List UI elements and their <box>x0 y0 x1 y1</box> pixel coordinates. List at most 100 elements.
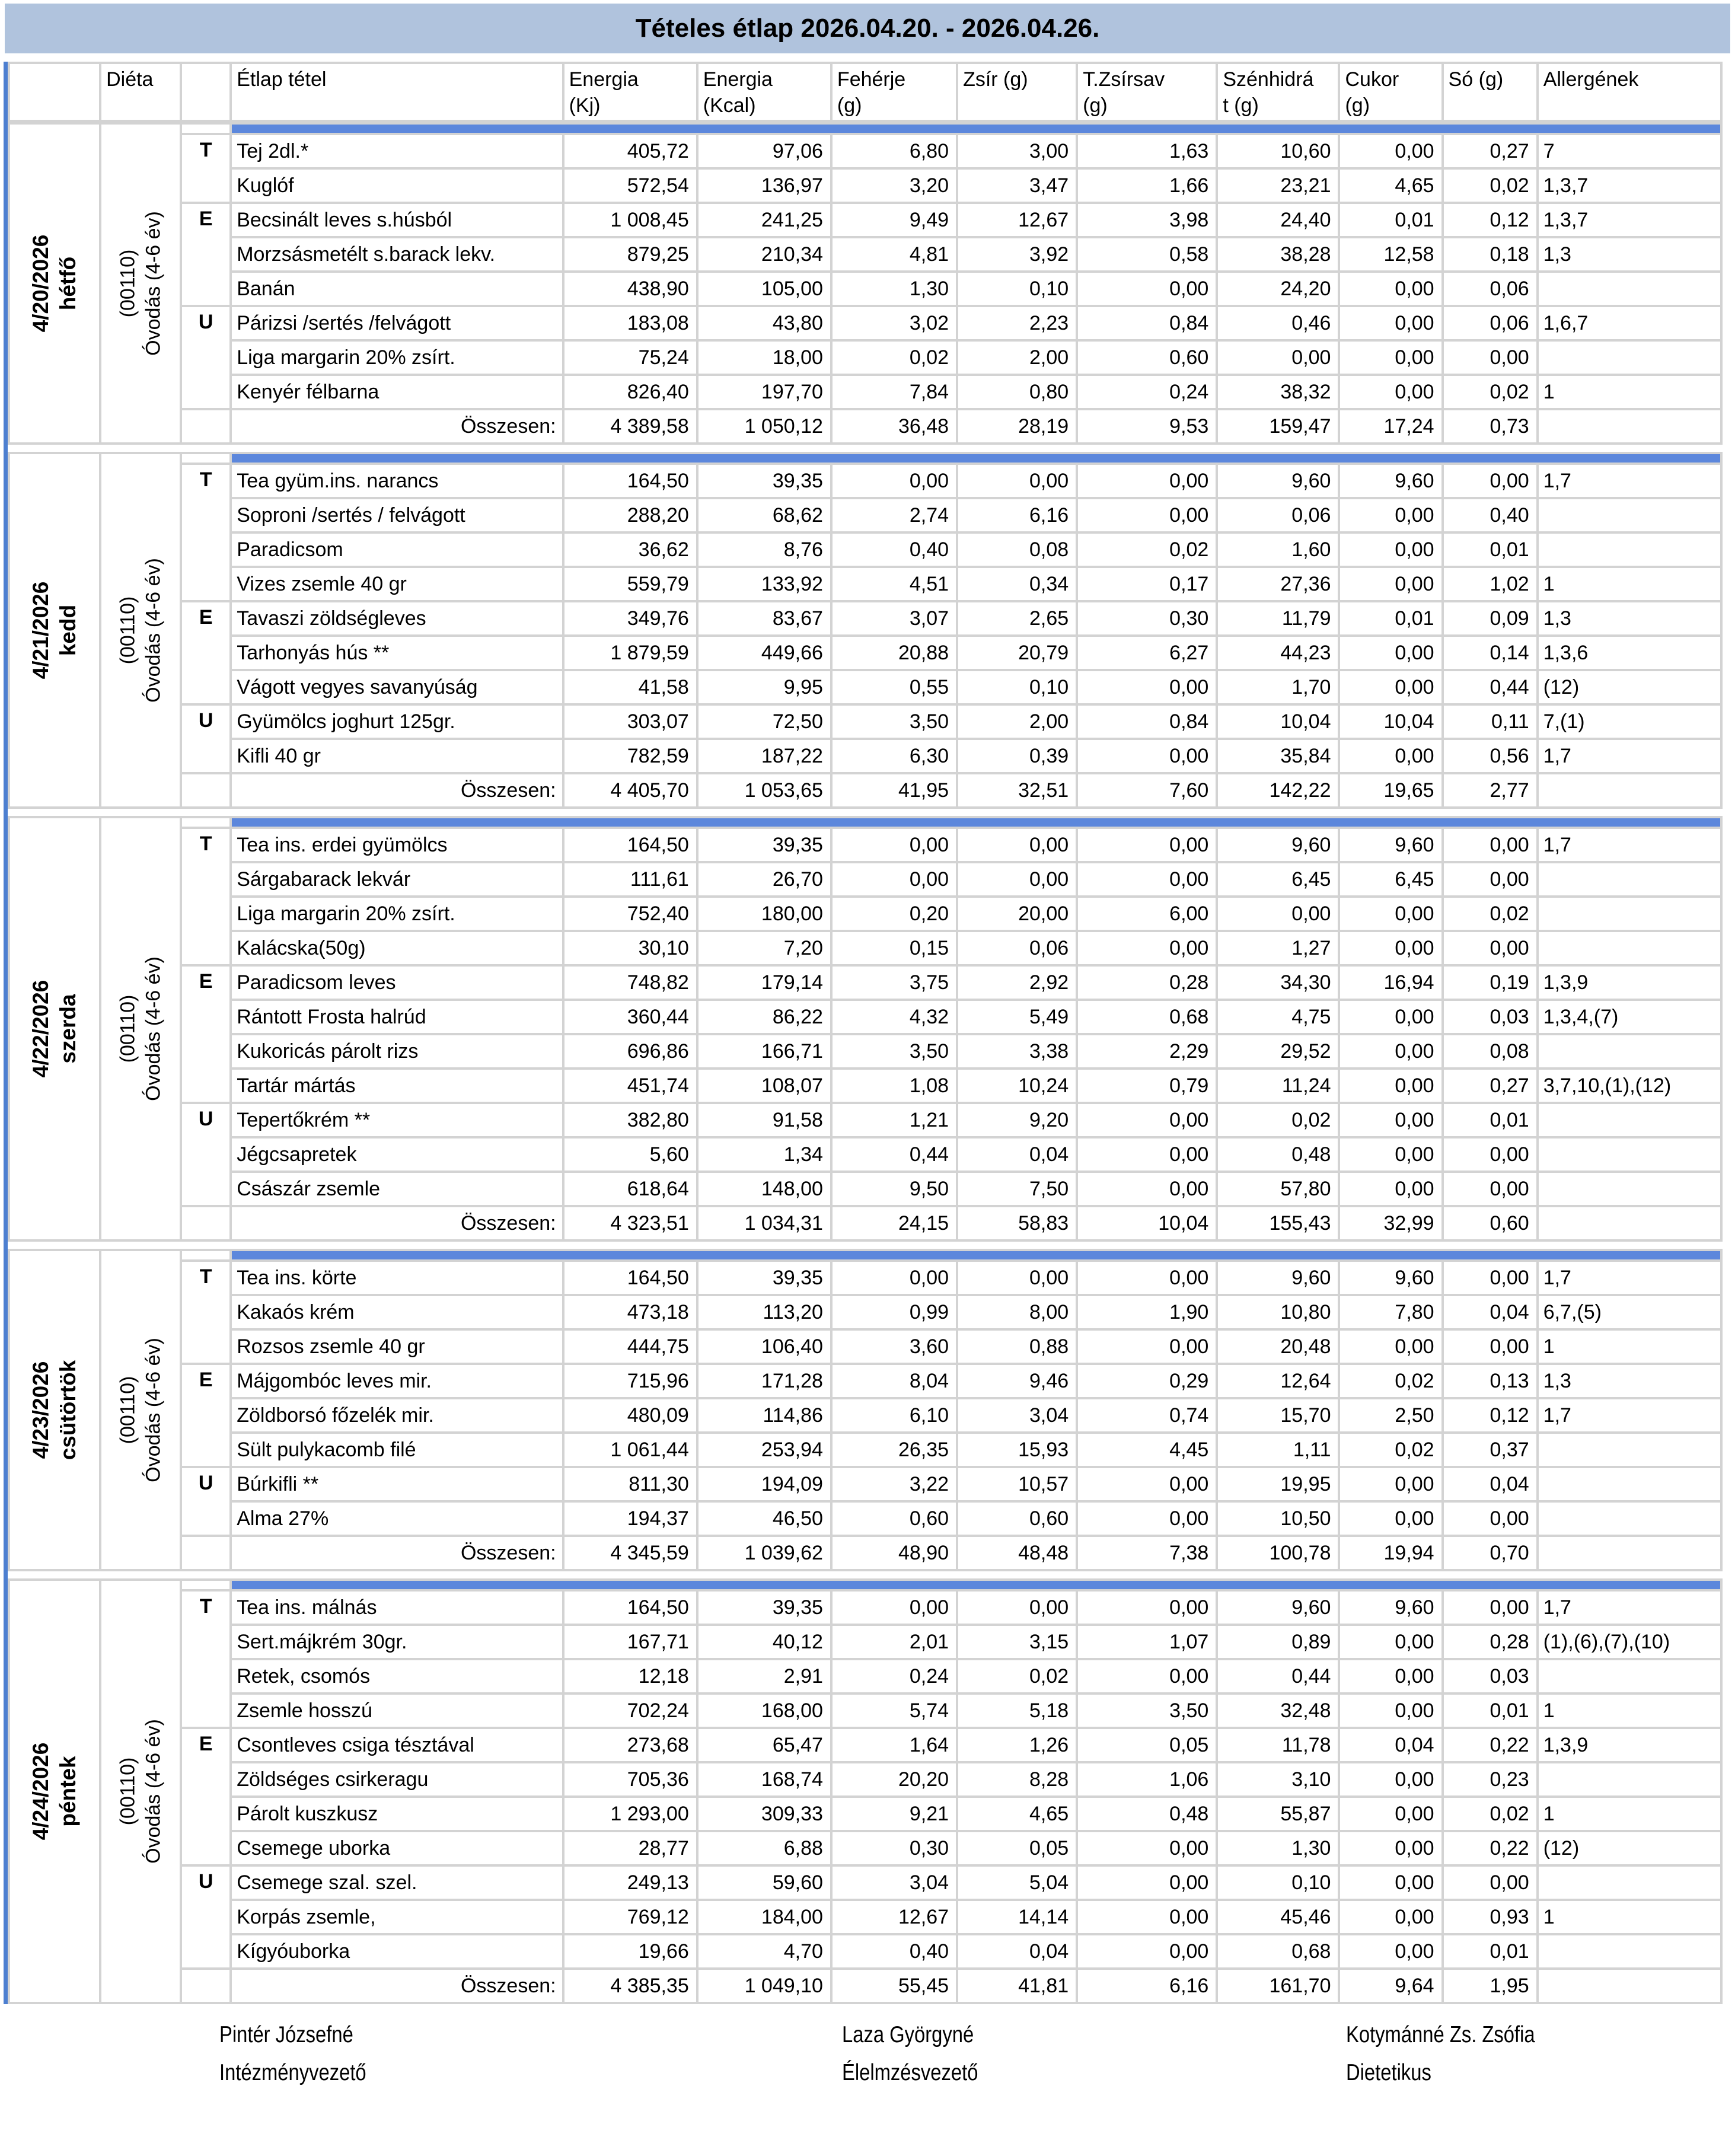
value-cell-carbohydrate: 15,70 <box>1218 1399 1338 1431</box>
menu-item-row: Zöldséges csirkeragu 705,36 168,74 20,20 8,2… <box>10 1763 1720 1795</box>
menu-item-row: E Paradicsom leves 748,82 179,14 3,75 2,92 0,2… <box>10 967 1720 1102</box>
value-cell-transfat: 0,48 <box>1078 1798 1216 1830</box>
value-cell-sugar: 0,00 <box>1340 1138 1441 1171</box>
value-cell-salt: 0,93 <box>1443 1901 1536 1933</box>
value-cell-sugar: 0,00 <box>1340 376 1441 408</box>
menu-item-row: Rántott Frosta halrúd 360,44 86,22 4,32 5,49… <box>10 1001 1720 1033</box>
value-cell-salt: 1,02 <box>1443 568 1536 600</box>
item-name-cell: Kígyóuborka <box>232 1935 562 1967</box>
value-cell-energy-kcal: 72,50 <box>698 706 830 738</box>
value-cell-transfat: 0,84 <box>1078 706 1216 738</box>
allergens-cell <box>1538 1138 1720 1171</box>
header-cell-item: Étlap tétel <box>232 64 562 120</box>
menu-item-row: Tarhonyás hús ** 1 879,59 449,66 20,88 20,79… <box>10 637 1720 669</box>
item-name-cell: Csemege uborka <box>232 1832 562 1864</box>
meal-col-spacer <box>182 125 230 133</box>
menu-item-row: Kenyér félbarna 826,40 197,70 7,84 0,80 0,24 3… <box>10 376 1720 408</box>
day-separator-bar <box>232 1251 1720 1259</box>
value-cell-protein: 9,21 <box>832 1798 956 1830</box>
allergens-cell: 3,7,10,(1),(12) <box>1538 1070 1720 1102</box>
menu-item-row: Kígyóuborka 19,66 4,70 0,40 0,04 0,00 0,68 0,00… <box>10 1935 1720 1967</box>
total-cell-protein: 55,45 <box>832 1970 956 2002</box>
value-cell-energy-kj: 1 008,45 <box>564 204 696 236</box>
total-cell-protein: 24,15 <box>832 1207 956 1239</box>
value-cell-fat: 15,93 <box>958 1434 1076 1466</box>
menu-report-page: Tételes étlap 2026.04.20. - 2026.04.26. … <box>0 4 1735 2123</box>
value-cell-energy-kj: 183,08 <box>564 307 696 339</box>
diet-cell-line2: Óvodás (4-6 év) <box>142 956 165 1101</box>
value-cell-sugar: 0,00 <box>1340 499 1441 531</box>
menu-item-row: Morzsásmetélt s.barack lekv. 879,25 210,34… <box>10 238 1720 270</box>
value-cell-protein: 12,67 <box>832 1901 956 1933</box>
value-cell-salt: 0,18 <box>1443 238 1536 270</box>
value-cell-transfat: 0,02 <box>1078 534 1216 566</box>
menu-item-row: Liga margarin 20% zsírt. 75,24 18,00 0,02 2,… <box>10 342 1720 374</box>
value-cell-carbohydrate: 34,30 <box>1218 967 1338 999</box>
value-cell-sugar: 0,00 <box>1340 307 1441 339</box>
value-cell-salt: 0,00 <box>1443 465 1536 497</box>
total-cell-carbohydrate: 100,78 <box>1218 1537 1338 1569</box>
value-cell-transfat: 0,24 <box>1078 376 1216 408</box>
value-cell-transfat: 0,00 <box>1078 1104 1216 1136</box>
value-cell-energy-kcal: 97,06 <box>698 135 830 167</box>
value-cell-transfat: 0,30 <box>1078 602 1216 634</box>
value-cell-energy-kj: 444,75 <box>564 1331 696 1363</box>
value-cell-energy-kj: 382,80 <box>564 1104 696 1136</box>
total-cell-energy-kcal: 1 039,62 <box>698 1537 830 1569</box>
value-cell-energy-kj: 30,10 <box>564 932 696 964</box>
value-cell-carbohydrate: 27,36 <box>1218 568 1338 600</box>
menu-item-row: U Csemege szal. szel. 249,13 59,60 3,04 5,04 0… <box>10 1867 1720 1967</box>
value-cell-salt: 0,01 <box>1443 1104 1536 1136</box>
value-cell-energy-kj: 705,36 <box>564 1763 696 1795</box>
allergens-cell: (12) <box>1538 1832 1720 1864</box>
item-name-cell: Csemege szal. szel. <box>232 1867 562 1899</box>
value-cell-energy-kcal: 86,22 <box>698 1001 830 1033</box>
value-cell-fat: 0,10 <box>958 671 1076 703</box>
value-cell-fat: 2,65 <box>958 602 1076 634</box>
value-cell-carbohydrate: 1,11 <box>1218 1434 1338 1466</box>
value-cell-energy-kj: 826,40 <box>564 376 696 408</box>
item-name-cell: Kakaós krém <box>232 1296 562 1328</box>
value-cell-carbohydrate: 10,60 <box>1218 135 1338 167</box>
value-cell-energy-kj: 782,59 <box>564 740 696 772</box>
total-cell-energy-kcal: 1 034,31 <box>698 1207 830 1239</box>
value-cell-salt: 0,00 <box>1443 932 1536 964</box>
allergens-cell: 1,3 <box>1538 602 1720 634</box>
menu-item-row: Banán 438,90 105,00 1,30 0,10 0,00 24,20 0,00 0,… <box>10 273 1720 305</box>
value-cell-salt: 0,27 <box>1443 1070 1536 1102</box>
item-name-cell: Vizes zsemle 40 gr <box>232 568 562 600</box>
value-cell-energy-kcal: 194,09 <box>698 1468 830 1500</box>
value-cell-carbohydrate: 12,64 <box>1218 1365 1338 1397</box>
value-cell-fat: 5,49 <box>958 1001 1076 1033</box>
meal-code-E: E <box>182 1365 230 1466</box>
day-blocks: 4/20/2026 hétfő (00110) Óvodás (4-6 év) T Tej… <box>8 122 1730 2004</box>
value-cell-sugar: 0,00 <box>1340 1626 1441 1658</box>
day-block-kedd: 4/21/2026 kedd (00110) Óvodás (4-6 év) T Tea … <box>8 452 1723 809</box>
allergens-cell <box>1538 1763 1720 1795</box>
value-cell-energy-kj: 194,37 <box>564 1503 696 1535</box>
value-cell-transfat: 3,98 <box>1078 204 1216 236</box>
diet-cell-line1: (00110) <box>116 994 139 1063</box>
meal-col-spacer <box>182 818 230 827</box>
meal-code-E: E <box>182 967 230 1102</box>
allergens-cell: 1,7 <box>1538 829 1720 861</box>
value-cell-transfat: 3,50 <box>1078 1695 1216 1727</box>
day-date-cell: 4/23/2026 csütörtök <box>10 1251 100 1569</box>
value-cell-energy-kj: 41,58 <box>564 671 696 703</box>
value-cell-transfat: 0,05 <box>1078 1729 1216 1761</box>
value-cell-carbohydrate: 35,84 <box>1218 740 1338 772</box>
value-cell-energy-kcal: 168,00 <box>698 1695 830 1727</box>
value-cell-protein: 1,08 <box>832 1070 956 1102</box>
value-cell-protein: 0,40 <box>832 534 956 566</box>
value-cell-transfat: 0,00 <box>1078 671 1216 703</box>
value-cell-carbohydrate: 45,46 <box>1218 1901 1338 1933</box>
value-cell-sugar: 9,60 <box>1340 1592 1441 1624</box>
menu-item-row: T Tea ins. körte 164,50 39,35 0,00 0,00 0,00 9,… <box>10 1262 1720 1363</box>
value-cell-energy-kj: 769,12 <box>564 1901 696 1933</box>
allergens-cell <box>1538 1173 1720 1205</box>
allergens-cell <box>1538 1468 1720 1500</box>
value-cell-energy-kcal: 148,00 <box>698 1173 830 1205</box>
value-cell-transfat: 6,00 <box>1078 898 1216 930</box>
total-cell-fat: 28,19 <box>958 410 1076 442</box>
meal-col-spacer <box>182 454 230 463</box>
